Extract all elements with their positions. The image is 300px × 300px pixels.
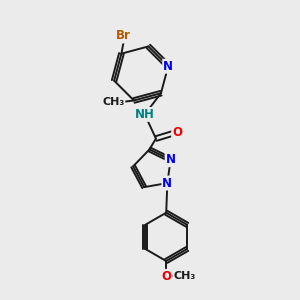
Text: Br: Br [116,29,131,43]
Text: NH: NH [135,108,155,121]
Text: N: N [162,176,172,190]
Text: N: N [163,60,173,73]
Text: CH₃: CH₃ [102,97,124,107]
Text: CH₃: CH₃ [173,271,196,281]
Text: O: O [161,270,171,283]
Text: N: N [166,153,176,166]
Text: O: O [172,126,182,139]
